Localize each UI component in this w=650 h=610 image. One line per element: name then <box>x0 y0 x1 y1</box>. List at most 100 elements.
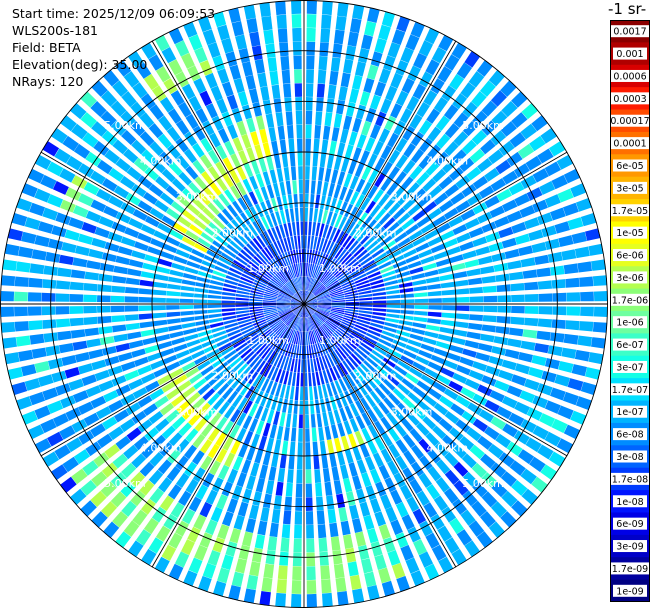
ppi-bin <box>291 299 304 304</box>
ppi-bin <box>355 400 365 414</box>
ppi-bin <box>367 64 379 80</box>
ppi-bin <box>51 225 67 238</box>
ppi-bin <box>209 322 224 329</box>
ppi-bin <box>322 323 333 335</box>
ppi-bin <box>120 418 136 433</box>
ppi-bin <box>264 291 278 297</box>
ppi-bin <box>476 531 493 548</box>
ppi-bin <box>197 360 211 371</box>
ppi-bin <box>184 131 198 147</box>
ppi-bin <box>144 427 159 441</box>
ppi-bin <box>591 337 606 349</box>
ppi-bin <box>309 386 314 401</box>
ppi-bin <box>112 324 127 333</box>
ppi-bin <box>349 223 360 237</box>
ppi-bin <box>259 128 268 144</box>
ppi-bin <box>154 556 170 574</box>
ppi-bin <box>418 249 433 259</box>
ppi-bin <box>461 184 477 198</box>
ppi-bin <box>279 369 286 384</box>
ppi-bin <box>206 348 220 359</box>
ppi-bin <box>171 416 186 430</box>
ppi-bin <box>212 270 227 278</box>
colorbar-label-bg <box>610 114 650 127</box>
ppi-bin <box>399 315 414 321</box>
ppi-bin <box>400 304 415 309</box>
ppi-bin <box>73 449 91 465</box>
ppi-bin <box>294 386 299 401</box>
ppi-bin <box>281 440 289 455</box>
ppi-bin <box>254 188 264 203</box>
ppi-bin <box>237 197 248 211</box>
ppi-bin <box>349 418 359 433</box>
ppi-bin <box>208 284 223 291</box>
ppi-bin <box>328 182 335 197</box>
ppi-bin <box>386 304 401 309</box>
ppi-bin <box>240 212 251 226</box>
ppi-bin <box>431 544 447 561</box>
ppi-bin <box>437 266 453 274</box>
ppi-bin <box>349 88 360 104</box>
ppi-bin <box>161 168 176 183</box>
ppi-bin <box>330 293 345 298</box>
ppi-bin <box>236 472 247 488</box>
ppi-bin <box>52 413 69 427</box>
ppi-bin <box>464 378 480 390</box>
ppi-bin <box>427 283 441 290</box>
ppi-bin <box>71 175 88 189</box>
ppi-bin <box>352 270 365 279</box>
ppi-bin <box>193 304 208 309</box>
ppi-bin <box>127 268 142 277</box>
ppi-bin <box>261 378 270 392</box>
ppi-bin <box>293 235 298 250</box>
ppi-bin <box>326 154 335 169</box>
ppi-bin <box>319 269 328 282</box>
ppi-bin <box>180 310 194 316</box>
ppi-bin <box>207 202 220 216</box>
ppi-bin <box>258 435 267 451</box>
ppi-bin <box>0 322 16 333</box>
ppi-bin <box>319 342 326 356</box>
ppi-bin <box>293 330 298 345</box>
ppi-bin <box>491 252 506 262</box>
colorbar-label-bg <box>613 271 647 284</box>
ppi-bin <box>510 283 525 292</box>
ppi-bin <box>265 263 276 275</box>
ppi-bin <box>388 427 400 442</box>
ppi-bin <box>466 427 482 442</box>
ppi-bin <box>248 336 261 347</box>
ppi-bin <box>511 112 528 128</box>
ppi-bin <box>240 366 252 379</box>
ppi-bin <box>260 86 270 101</box>
ppi-bin <box>81 374 97 386</box>
ppi-bin <box>317 385 324 400</box>
ppi-bin <box>298 249 302 263</box>
ppi-bin <box>131 250 146 260</box>
ppi-bin <box>472 202 488 215</box>
ppi-bin <box>157 341 173 350</box>
ppi-bin <box>339 392 348 407</box>
ppi-bin <box>326 98 335 113</box>
ppi-bin <box>278 308 292 314</box>
ppi-bin <box>73 143 91 159</box>
ppi-bin <box>329 243 338 256</box>
ppi-bin <box>236 286 251 292</box>
ppi-bin <box>295 345 300 359</box>
ppi-bin <box>329 287 343 294</box>
ppi-bin <box>472 481 488 498</box>
ppi-bin <box>189 372 203 384</box>
ppi-bin <box>97 159 113 175</box>
ppi-bin <box>291 14 302 28</box>
ppi-bin <box>317 295 331 301</box>
ppi-bin <box>300 331 303 346</box>
ppi-bin <box>170 90 185 106</box>
ppi-bin <box>521 488 539 505</box>
ppi-bin <box>72 390 89 403</box>
ppi-bin <box>529 456 546 473</box>
ppi-bin <box>219 365 232 377</box>
ppi-bin <box>14 276 29 287</box>
ppi-bin <box>493 336 509 346</box>
ppi-bin <box>365 107 377 123</box>
ppi-bin <box>409 478 423 495</box>
ppi-bin <box>235 301 249 304</box>
